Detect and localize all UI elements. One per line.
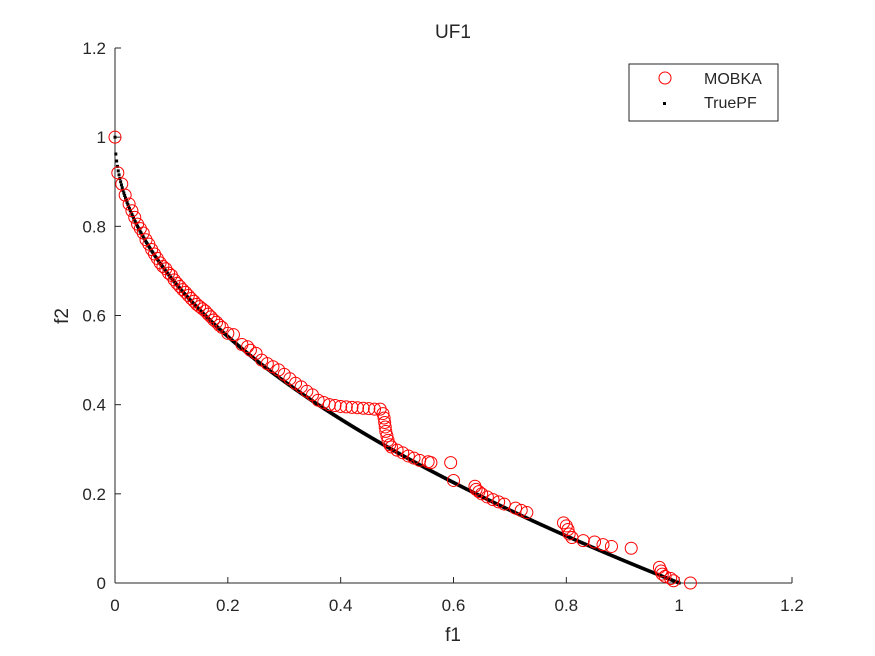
- x-tick-label: 0: [110, 596, 119, 615]
- truepf-point: [118, 173, 121, 176]
- x-tick-label: 0.8: [555, 596, 579, 615]
- truepf-point: [114, 153, 117, 156]
- y-tick-label: 0.8: [82, 217, 106, 236]
- legend-label-mobka: MOBKA: [704, 71, 762, 88]
- y-tick-label: 0: [97, 574, 106, 593]
- truepf-point: [115, 159, 118, 162]
- truepf-point: [114, 136, 117, 139]
- truepf-point: [121, 186, 124, 189]
- legend-marker-truepf: [663, 102, 666, 105]
- legend-label-truepf: TruePF: [704, 95, 757, 112]
- truepf-point: [120, 183, 123, 186]
- x-tick-label: 1: [674, 596, 683, 615]
- x-tick-label: 1.2: [780, 596, 804, 615]
- truepf-point: [119, 180, 122, 183]
- x-tick-label: 0.6: [442, 596, 466, 615]
- y-tick-label: 0.6: [82, 307, 106, 326]
- y-tick-label: 1.2: [82, 39, 106, 58]
- x-tick-label: 0.2: [216, 596, 240, 615]
- x-tick-label: 0.4: [329, 596, 353, 615]
- y-axis-label: f2: [52, 308, 73, 324]
- x-axis-label: f1: [445, 625, 461, 646]
- legend: MOBKA TruePF: [629, 64, 778, 121]
- y-tick-label: 0.2: [82, 485, 106, 504]
- y-tick-label: 1: [97, 128, 106, 147]
- y-tick-label: 0.4: [82, 396, 106, 415]
- chart-title: UF1: [435, 22, 471, 43]
- truepf-point: [117, 169, 120, 172]
